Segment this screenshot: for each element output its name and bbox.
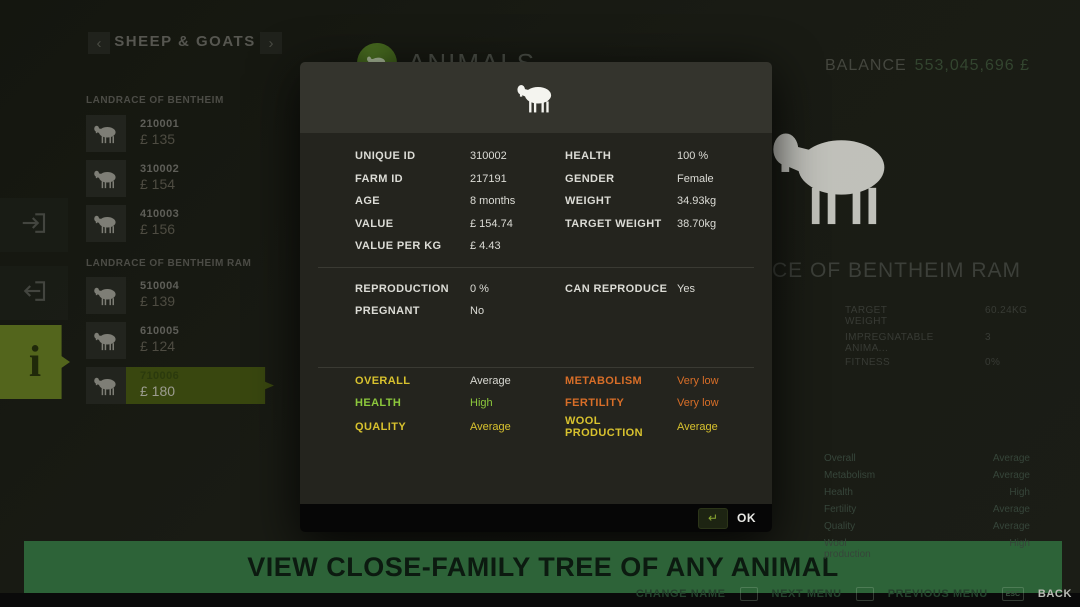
sheep-icon bbox=[86, 205, 126, 242]
rating-row: QUALITY Average WOOL PRODUCTION Average bbox=[355, 414, 718, 439]
rating-row: OVERALL Average METABOLISM Very low bbox=[355, 374, 719, 387]
animal-list-item[interactable]: 610005 £ 124 bbox=[86, 322, 274, 359]
animal-id: 210001 bbox=[140, 118, 180, 130]
move-animals-out-button[interactable] bbox=[0, 266, 68, 320]
dialog-footer: ↵ OK bbox=[300, 504, 772, 532]
sheep-icon bbox=[86, 115, 126, 152]
back-button[interactable]: BACK bbox=[1037, 588, 1072, 600]
sidebar-title: SHEEP & GOATS bbox=[114, 33, 256, 50]
breed-title: CE OF BENTHEIM RAM bbox=[772, 259, 1022, 282]
sheep-icon bbox=[86, 322, 126, 359]
animal-detail-dialog: UNIQUE ID 310002 HEALTH 100 % FARM ID 21… bbox=[300, 62, 772, 532]
animal-price: £ 154 bbox=[140, 176, 176, 192]
animal-id: 710006 bbox=[140, 370, 180, 382]
dialog-body: UNIQUE ID 310002 HEALTH 100 % FARM ID 21… bbox=[300, 133, 772, 504]
animal-price: £ 124 bbox=[140, 338, 176, 354]
arrow-into-box-icon bbox=[19, 208, 49, 243]
notification-banner: VIEW CLOSE-FAMILY TREE OF ANY ANIMAL bbox=[24, 541, 1062, 593]
animal-price: £ 139 bbox=[140, 293, 176, 309]
stat-row: VALUE PER KG £ 4.43 bbox=[355, 240, 501, 253]
divider bbox=[318, 266, 754, 268]
stat-row: PREGNANT No bbox=[355, 305, 485, 318]
sheep-icon bbox=[514, 82, 558, 114]
bottom-menu-bar: CHANGE NAME NEXT MENU PREVIOUS MENU ESC … bbox=[636, 587, 1072, 601]
chevron-left-icon: ‹ bbox=[96, 34, 102, 52]
animal-price: £ 180 bbox=[140, 383, 176, 399]
animal-list-item[interactable]: 210001 £ 135 bbox=[86, 115, 274, 152]
esc-key-icon: ESC bbox=[1001, 587, 1024, 601]
animal-list-item[interactable]: 410003 £ 156 bbox=[86, 205, 274, 242]
animal-price: £ 156 bbox=[140, 221, 176, 237]
sheep-icon bbox=[86, 277, 126, 314]
dialog-header bbox=[300, 62, 772, 133]
stat-row: AGE 8 months WEIGHT 34.93kg bbox=[355, 195, 717, 208]
next-menu-button[interactable]: NEXT MENU bbox=[771, 588, 842, 600]
divider bbox=[318, 366, 754, 368]
animal-list-item-selected[interactable]: 710006 £ 180 bbox=[86, 367, 274, 404]
move-animals-in-button[interactable] bbox=[0, 198, 68, 252]
animal-list-item[interactable]: 310002 £ 154 bbox=[86, 160, 274, 197]
animal-id: 310002 bbox=[140, 163, 180, 175]
info-tab[interactable]: i bbox=[0, 325, 70, 399]
previous-menu-button[interactable]: PREVIOUS MENU bbox=[887, 588, 988, 600]
change-name-button[interactable]: CHANGE NAME bbox=[635, 588, 726, 600]
info-icon: i bbox=[28, 337, 42, 386]
animal-list-item[interactable]: 510004 £ 139 bbox=[86, 277, 274, 314]
stat-row: FARM ID 217191 GENDER Female bbox=[355, 172, 714, 185]
stat-row: REPRODUCTION 0 % CAN REPRODUCE Yes bbox=[355, 282, 695, 295]
sheep-icon bbox=[86, 160, 126, 197]
balance-label: BALANCE bbox=[824, 57, 907, 74]
balance-display: BALANCE 553,045,696 £ bbox=[825, 57, 1030, 75]
bottom-strip bbox=[0, 593, 1080, 607]
animal-id: 510004 bbox=[140, 280, 180, 292]
group-label: LANDRACE OF BENTHEIM RAM bbox=[86, 258, 252, 269]
arrow-out-of-box-icon bbox=[19, 276, 49, 311]
key-hint-icon bbox=[855, 587, 874, 601]
rating-row: HEALTH High FERTILITY Very low bbox=[355, 397, 719, 410]
chevron-right-icon: › bbox=[268, 34, 274, 52]
ok-button[interactable]: OK bbox=[737, 511, 756, 525]
stat-row: UNIQUE ID 310002 HEALTH 100 % bbox=[355, 150, 709, 163]
animal-id: 610005 bbox=[140, 325, 180, 337]
group-label: LANDRACE OF BENTHEIM bbox=[86, 95, 224, 106]
key-hint-icon bbox=[739, 587, 758, 601]
next-category-button[interactable]: › bbox=[260, 32, 282, 54]
stat-row: VALUE £ 154.74 TARGET WEIGHT 38.70kg bbox=[355, 217, 717, 230]
animal-price: £ 135 bbox=[140, 131, 176, 147]
banner-text: VIEW CLOSE-FAMILY TREE OF ANY ANIMAL bbox=[247, 551, 839, 582]
sheep-icon bbox=[86, 367, 126, 404]
balance-value: 553,045,696 £ bbox=[914, 57, 1030, 74]
selected-animal-image bbox=[762, 104, 907, 249]
enter-key-icon: ↵ bbox=[698, 507, 728, 529]
animal-id: 410003 bbox=[140, 208, 180, 220]
prev-category-button[interactable]: ‹ bbox=[88, 32, 110, 54]
